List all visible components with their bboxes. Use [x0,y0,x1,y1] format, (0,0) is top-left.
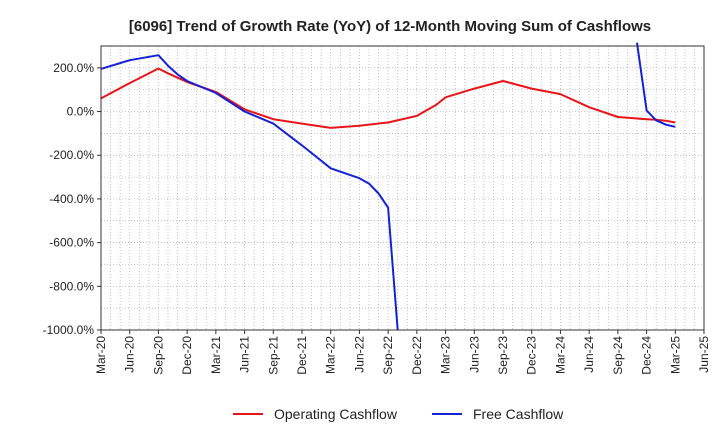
series-operating-cashflow [100,67,676,129]
x-tick-label: Dec-24 [640,336,654,375]
series-line [100,54,399,331]
y-tick-label: -200.0% [49,148,94,162]
x-tick-label: Jun-25 [697,336,711,373]
y-axis-ticks: 200.0% 0.0% -200.0% -400.0% -600.0% -800.0% -1… [43,61,101,337]
x-tick-label: Mar-20 [94,336,108,374]
x-tick-label: Jun-23 [467,336,481,373]
y-tick-label: -1000.0% [43,323,95,337]
x-tick-label: Sep-22 [381,336,395,375]
x-tick-label: Jun-24 [582,336,596,373]
x-tick-label: Sep-21 [266,336,280,375]
y-tick-label: 0.0% [67,105,95,119]
y-tick-label: -600.0% [49,236,94,250]
x-tick-label: Mar-22 [324,336,338,374]
x-tick-label: Mar-24 [553,336,567,374]
x-tick-label: Dec-22 [410,336,424,375]
x-tick-label: Jun-21 [238,336,252,373]
y-tick-label: 200.0% [53,61,94,75]
x-tick-label: Jun-22 [352,336,366,373]
legend-item: Free Cashflow [432,406,564,422]
x-tick-label: Dec-20 [180,336,194,375]
series-free-cashflow [100,42,676,331]
y-tick-label: -800.0% [49,279,94,293]
x-tick-label: Sep-23 [496,336,510,375]
legend-item: Operating Cashflow [233,406,398,422]
x-tick-label: Mar-21 [209,336,223,374]
series-line [636,42,676,128]
x-tick-label: Dec-23 [525,336,539,375]
x-axis-ticks: Mar-20 Jun-20 Sep-20 Dec-20 Mar-21 Jun-21 Sep-… [94,330,711,375]
series-lines [100,42,676,331]
legend-label: Operating Cashflow [274,406,398,422]
series-line [100,67,676,129]
grid [100,45,705,331]
chart-title: [6096] Trend of Growth Rate (YoY) of 12-… [129,18,651,35]
x-tick-label: Dec-21 [295,336,309,375]
x-tick-label: Sep-20 [151,336,165,375]
legend-label: Free Cashflow [473,406,564,422]
x-tick-label: Mar-23 [439,336,453,374]
legend: Operating Cashflow Free Cashflow [233,406,564,422]
y-tick-label: -400.0% [49,192,94,206]
x-tick-label: Jun-20 [123,336,137,373]
x-tick-label: Mar-25 [668,336,682,374]
plot-frame [100,45,705,331]
x-tick-label: Sep-24 [611,336,625,375]
